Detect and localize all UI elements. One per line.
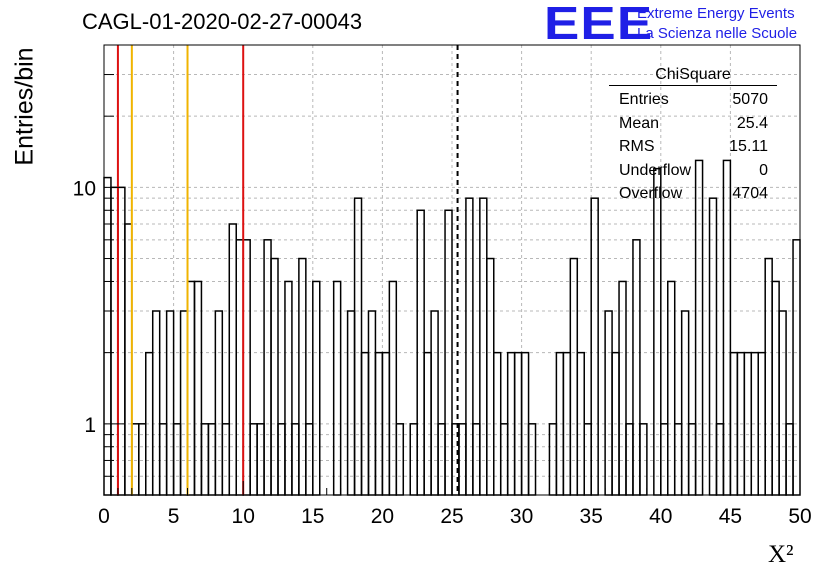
x-axis-ticks: 0 5 10 15 20 25 30 35 40 45 50 [98,481,812,528]
x-axis-label: X² [768,541,794,568]
x-tick-label: 10 [232,505,255,528]
histogram-bin [667,280,676,496]
histogram-bin [367,310,377,496]
stats-value: 0 [759,161,768,179]
x-tick-label: 40 [649,505,672,528]
stats-row-overflow: Overflow 4704 [609,182,777,206]
histogram-bin [332,280,342,496]
histogram-bin [792,239,801,496]
histogram-bin [151,310,161,496]
x-tick-label: 35 [580,505,603,528]
x-tick-label: 0 [98,505,110,528]
logo-line-1: Extreme Energy Events [637,5,795,22]
stats-value: 4704 [732,185,768,202]
histogram-bin [228,223,237,496]
stats-row-entries: Entries 5070 [609,88,777,112]
logo-line-2: La Scienza nelle Scuole [637,25,798,42]
histogram-bin [771,280,780,496]
histogram-bin [465,197,474,496]
reference-lines [116,45,459,495]
histogram-bin [708,197,718,496]
histogram-bin [632,239,641,496]
histogram-bin [653,167,662,496]
histogram-bin [346,310,356,496]
x-tick-label: 5 [168,505,180,528]
stats-label: Overflow [619,185,683,202]
stats-label: Underflow [619,161,692,179]
histogram-bin [193,280,203,496]
stats-row-rms: RMS 15.11 [609,135,777,159]
y-tick-label: 10 [73,177,96,200]
eee-logo: EEE [544,0,654,49]
x-tick-label: 45 [719,505,742,528]
histogram-bin [604,310,613,496]
histogram-bin [270,257,279,496]
histogram-bin [235,239,244,496]
stats-box: ChiSquare Entries 5070 Mean 25.4 RMS 15.11 … [609,66,777,206]
chart-title: CAGL-01-2020-02-27-00043 [82,9,363,34]
y-tick-label: 1 [84,414,96,437]
histogram-bin [680,310,690,496]
stats-label: Mean [619,114,660,132]
histogram-bin [486,257,495,496]
histogram-bin [179,310,189,496]
y-axis-ticks: 1 10 [73,44,124,496]
histogram-bin [312,280,321,496]
x-tick-label: 50 [788,505,811,528]
stats-label: Entries [619,91,669,108]
histogram-bin [569,257,579,496]
stats-value: 5070 [732,91,768,108]
stats-value: 25.4 [736,114,768,132]
stats-title: ChiSquare [609,66,777,86]
x-tick-label: 20 [371,505,394,528]
histogram-bin [430,310,439,496]
histogram-bin [263,239,272,496]
histogram-bin [298,257,307,496]
stats-value: 15.11 [729,138,768,155]
x-tick-label: 15 [301,505,324,528]
histogram-bin [353,197,363,496]
histogram-bin [242,239,251,496]
histogram-bin [110,186,119,496]
histogram-bin [764,257,773,496]
histogram-bin [778,310,787,496]
x-tick-label: 30 [510,505,533,528]
x-tick-label: 25 [440,505,463,528]
histogram-bin [214,310,224,496]
histogram-bin [186,280,196,496]
y-axis-label: Entries/bin [10,47,39,166]
histogram-bin [479,197,488,496]
histogram-bin [103,176,112,496]
stats-row-mean: Mean 25.4 [609,112,777,136]
histogram-bin [117,186,126,496]
histogram-bin [388,280,398,496]
histogram-bin [618,280,627,496]
histogram-bin [124,223,133,496]
histogram-bin [590,197,599,496]
histogram-bin [165,310,175,496]
stats-row-underflow: Underflow 0 [609,159,777,183]
stats-label: RMS [619,138,655,155]
histogram-bin [284,280,293,496]
